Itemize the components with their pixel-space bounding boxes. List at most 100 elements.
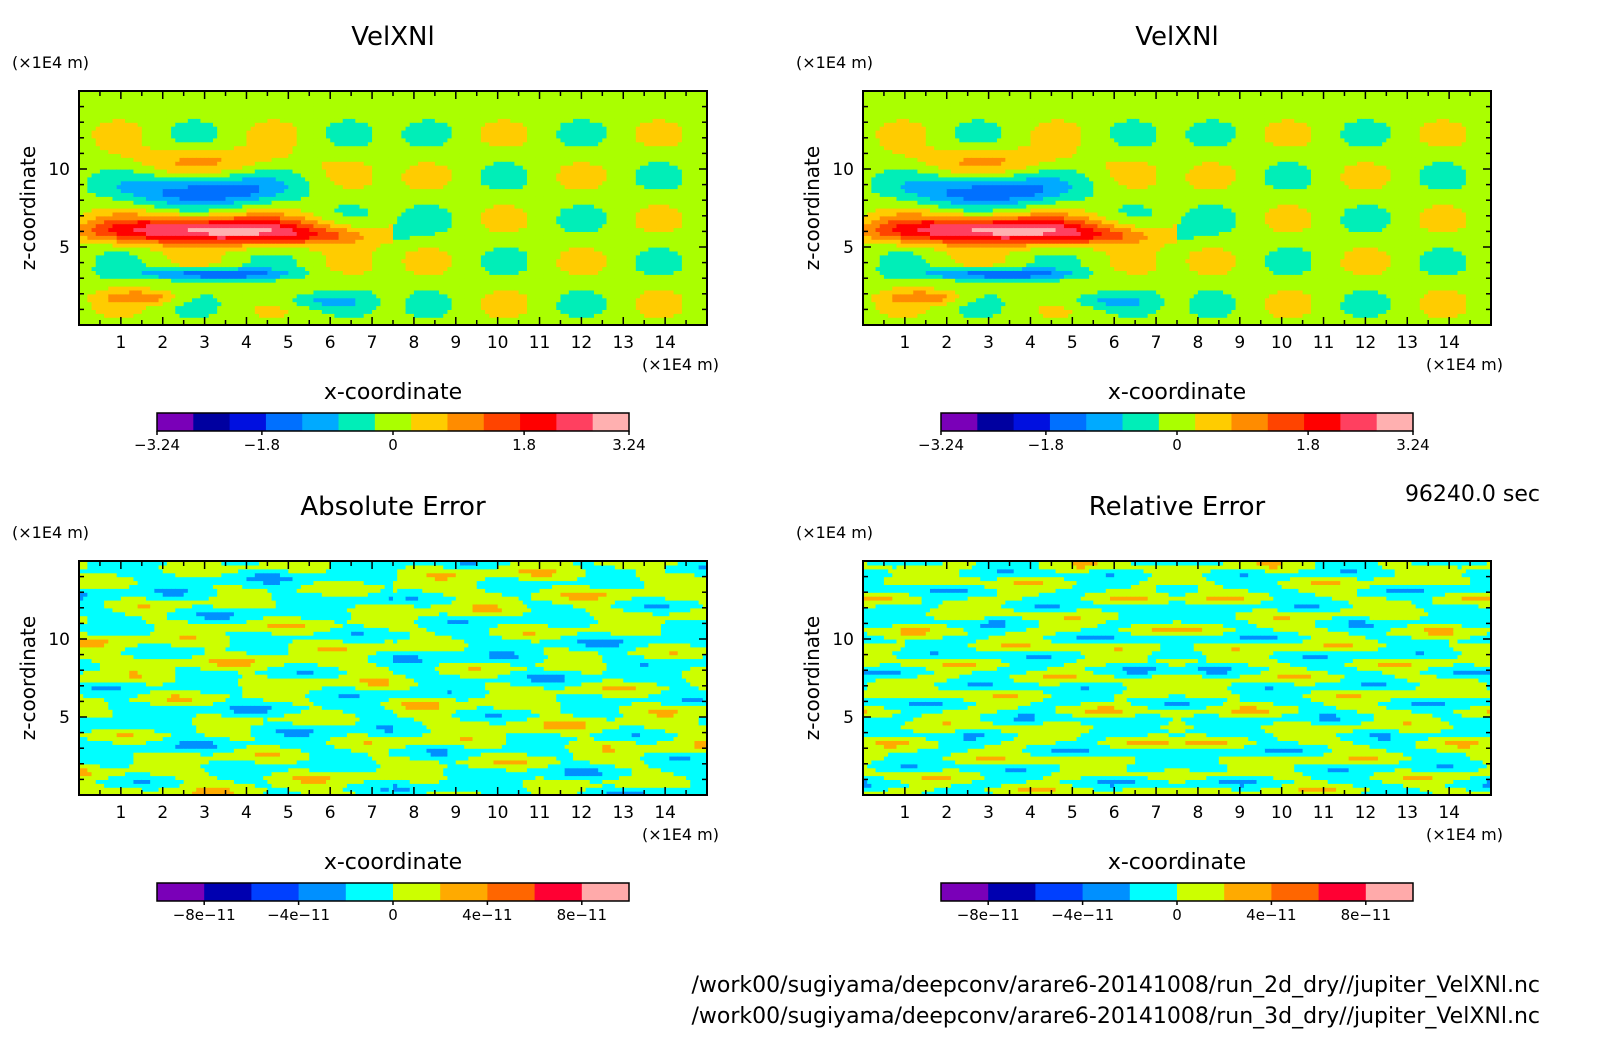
heatmap-cell: [230, 212, 235, 217]
heatmap-cell: [96, 255, 101, 259]
heatmap-cell: [142, 306, 147, 311]
heatmap-cell: [92, 107, 97, 112]
heatmap-cell: [221, 142, 226, 147]
heatmap-cell: [100, 153, 105, 158]
heatmap-cell: [217, 99, 222, 104]
heatmap-cell: [242, 165, 247, 170]
heatmap-cell: [96, 278, 101, 283]
y-unit-label: (×1E4 m): [12, 53, 89, 72]
heatmap-cell: [146, 231, 151, 236]
heatmap-cell: [213, 216, 218, 221]
heatmap-cell: [112, 192, 117, 197]
heatmap-cell: [238, 122, 243, 127]
heatmap-cell: [150, 259, 155, 264]
heatmap-cell: [83, 130, 88, 135]
heatmap-cell: [171, 212, 176, 217]
heatmap-cell: [96, 309, 101, 314]
heatmap-cell: [221, 309, 226, 314]
heatmap-cell: [167, 103, 172, 108]
heatmap-cell: [154, 270, 159, 275]
heatmap-cell: [242, 286, 247, 291]
heatmap-cell: [146, 204, 151, 209]
heatmap-cell: [96, 228, 101, 233]
heatmap-cell: [205, 153, 210, 158]
heatmap-cell: [117, 118, 122, 123]
heatmap-cell: [238, 239, 243, 244]
heatmap-cell: [234, 263, 239, 268]
heatmap-cell: [221, 290, 226, 295]
heatmap-cell: [138, 153, 143, 158]
heatmap-cell: [209, 290, 214, 295]
heatmap-cell: [83, 173, 88, 178]
heatmap-cell: [171, 317, 176, 322]
heatmap-cell: [129, 173, 134, 178]
heatmap-cell: [96, 243, 101, 248]
heatmap-cell: [217, 313, 222, 318]
heatmap-cell: [125, 150, 130, 155]
heatmap-cell: [217, 142, 222, 147]
heatmap-cell: [246, 173, 251, 178]
heatmap-cell: [117, 111, 122, 116]
heatmap-cell: [154, 231, 159, 236]
heatmap-cell: [121, 177, 126, 182]
heatmap-cell: [121, 267, 126, 272]
heatmap-cell: [213, 239, 218, 244]
heatmap-cell: [112, 157, 117, 162]
heatmap-cell: [175, 142, 180, 147]
heatmap-cell: [221, 103, 226, 108]
heatmap-cell: [112, 235, 117, 240]
heatmap-cell: [112, 196, 117, 201]
heatmap-cell: [104, 208, 109, 213]
heatmap-cell: [112, 126, 117, 131]
heatmap-cell: [112, 231, 117, 236]
heatmap-cell: [221, 235, 226, 240]
heatmap-cell: [96, 212, 101, 217]
heatmap-cell: [251, 306, 256, 311]
heatmap-cell: [83, 298, 88, 303]
heatmap-cell: [112, 282, 117, 287]
heatmap-cell: [100, 298, 105, 303]
heatmap-cell: [108, 189, 113, 194]
heatmap-cell: [171, 146, 176, 151]
heatmap-cell: [163, 111, 168, 116]
heatmap-cell: [167, 118, 172, 123]
heatmap-cell: [209, 251, 214, 256]
heatmap-cell: [138, 216, 143, 221]
heatmap-cell: [121, 153, 126, 158]
heatmap-cell: [171, 290, 176, 295]
heatmap-cell: [167, 270, 172, 275]
heatmap-cell: [146, 228, 151, 233]
heatmap-cell: [133, 220, 138, 225]
heatmap-cell: [238, 216, 243, 221]
heatmap-cell: [112, 294, 117, 299]
heatmap-cell: [209, 278, 214, 283]
heatmap-cell: [138, 263, 143, 268]
heatmap-cell: [205, 138, 210, 143]
heatmap-cell: [192, 270, 197, 275]
heatmap-cell: [125, 126, 130, 131]
heatmap-cell: [188, 107, 193, 112]
heatmap-cell: [159, 111, 164, 116]
heatmap-cell: [125, 228, 130, 233]
heatmap-cell: [133, 146, 138, 151]
heatmap-cell: [163, 290, 168, 295]
heatmap-cell: [242, 161, 247, 166]
heatmap-cell: [146, 294, 151, 299]
heatmap-cell: [129, 134, 134, 139]
heatmap-cell: [112, 274, 117, 279]
heatmap-cell: [92, 286, 97, 291]
heatmap-cell: [150, 255, 155, 259]
heatmap-cell: [246, 157, 251, 162]
heatmap-cell: [251, 309, 256, 314]
heatmap-cell: [150, 181, 155, 186]
heatmap-cell: [226, 243, 231, 248]
heatmap-cell: [87, 309, 92, 314]
heatmap-cell: [238, 255, 243, 259]
heatmap-cell: [129, 278, 134, 283]
heatmap-cell: [217, 122, 222, 127]
heatmap-cell: [142, 177, 147, 182]
heatmap-cell: [167, 216, 172, 221]
heatmap-cell: [146, 200, 151, 205]
heatmap-cell: [179, 278, 184, 283]
heatmap-cell: [142, 153, 147, 158]
